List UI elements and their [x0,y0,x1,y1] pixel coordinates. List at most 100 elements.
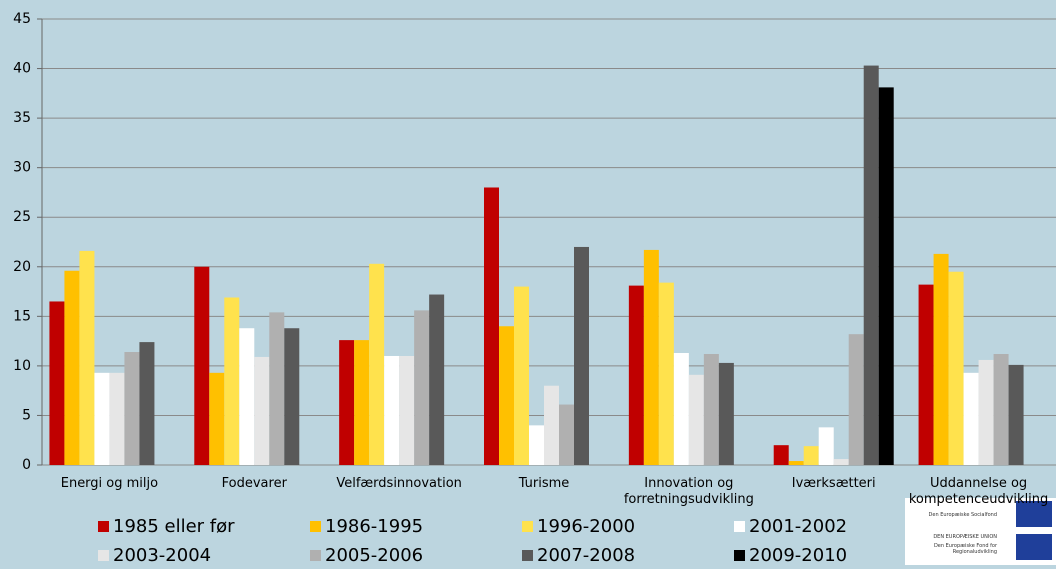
legend-item: 2007-2008 [522,545,635,566]
erdf-logo: DEN EUROPÆISKE UNION Den Europæiske Fond… [905,531,1056,565]
bar [544,385,559,465]
legend-label: 1996-2000 [537,516,636,537]
bar [354,340,370,465]
legend-item: 2003-2004 [98,545,211,566]
bar [863,65,879,466]
logo-text: Den Europæiske Socialfond [928,512,997,518]
legend-swatch [734,550,745,561]
bar [109,372,125,465]
legend-swatch [98,521,109,532]
bar [993,353,1009,465]
bar [499,326,514,465]
bar [124,352,140,465]
bar [239,328,255,465]
bar [978,359,994,465]
y-tick-label: 45 [13,11,31,27]
legend-label: 2009-2010 [749,545,848,566]
bar [688,374,704,465]
bar [514,286,529,465]
legend-swatch [522,521,533,532]
bar [1008,364,1024,465]
y-tick-label: 25 [13,209,31,225]
legend-item: 1996-2000 [522,516,635,537]
legend-label: 1986-1995 [325,516,424,537]
x-tick-label: Energi og miljo [60,476,159,491]
bar [254,356,270,465]
bar [139,342,155,465]
bar [339,340,355,465]
bar [963,372,979,465]
logo-text: Den Europæiske Fond for Regionaludviklin… [933,543,997,555]
bar [529,425,544,465]
x-tick-label: Uddannelse og kompetenceudvikling [908,476,1049,507]
bar [284,328,300,465]
bar [399,355,415,465]
x-tick-label: Iværksætteri [791,476,876,491]
legend-label: 2007-2008 [537,545,636,566]
x-tick-label: Innovation og forretningsudvikling [623,476,754,507]
legend-item: 2005-2006 [310,545,423,566]
y-tick-label: 35 [13,110,31,126]
bar [833,459,849,465]
bar [414,310,430,465]
bar [718,362,734,465]
bar [628,285,644,465]
bar [369,263,385,465]
legend-swatch [98,550,109,561]
x-tick-label: Fodevarer [221,476,287,491]
bar [848,334,864,465]
bar [224,297,240,465]
legend-label: 2001-2002 [749,516,848,537]
y-tick-label: 30 [13,160,31,176]
bar [673,353,689,465]
bar [878,87,894,466]
bar [429,294,445,465]
logo-text: DEN EUROPÆISKE UNION [933,534,997,540]
bar [64,270,80,465]
bar [773,445,789,465]
legend-item: 2009-2010 [734,545,847,566]
y-tick-label: 20 [13,259,31,275]
x-tick-label: Velfærdsinnovation [336,476,462,491]
bar [818,427,834,465]
bar [658,282,674,465]
bar [703,353,719,465]
x-tick-label: Turisme [518,476,570,491]
bar [574,246,589,465]
legend-item: 2001-2002 [734,516,847,537]
bar [269,312,285,465]
esf-logo: Den Europæiske Socialfond [905,498,1056,532]
legend-swatch [310,550,321,561]
y-tick-label: 40 [13,61,31,77]
bar [948,271,964,465]
bar [788,461,804,465]
bar [194,266,210,465]
legend-item: 1986-1995 [310,516,423,537]
bar [803,446,819,465]
eu-flag [1016,534,1052,560]
eu-flag [1016,501,1052,527]
legend-swatch [522,550,533,561]
y-tick-label: 5 [22,407,31,423]
legend-swatch [734,521,745,532]
bar [49,301,65,465]
bar [384,355,400,465]
bar [79,250,95,465]
bar [209,372,225,465]
legend-label: 2003-2004 [113,545,212,566]
bar [918,284,934,465]
y-tick-label: 15 [13,308,31,324]
bar [484,187,499,465]
y-tick-label: 0 [22,457,31,473]
legend-label: 1985 eller før [113,516,235,537]
bar [559,404,574,465]
y-tick-label: 10 [13,358,31,374]
legend-swatch [310,521,321,532]
bar [94,372,110,465]
bar [933,253,949,465]
legend-item: 1985 eller før [98,516,235,537]
legend-label: 2005-2006 [325,545,424,566]
bar [643,249,659,465]
